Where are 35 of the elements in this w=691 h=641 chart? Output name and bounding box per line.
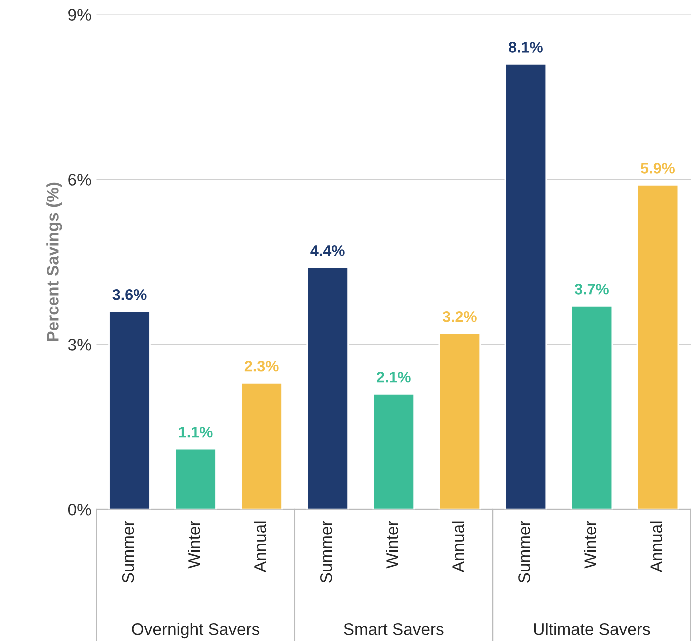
y-axis-title: Percent Savings (%) <box>46 182 62 342</box>
bar <box>438 332 482 510</box>
data-label: 1.1% <box>179 426 213 438</box>
x-tick-label: Summer <box>122 520 134 583</box>
data-label: 3.7% <box>574 284 609 295</box>
data-label: 5.9% <box>641 163 675 174</box>
bar <box>174 448 217 510</box>
text: Ultimate Savers <box>534 623 650 636</box>
bar <box>504 64 548 510</box>
y-tick-label: 3% <box>68 339 92 351</box>
x-tick-label: Annual <box>254 522 266 573</box>
bar <box>306 266 350 510</box>
x-tick-label: Winter <box>584 520 596 569</box>
x-tick-label: Summer <box>320 520 332 583</box>
bar <box>372 393 416 510</box>
data-label: 3.2% <box>442 311 477 322</box>
data-label: 2.3% <box>244 360 279 372</box>
text: Smart Savers <box>344 624 444 636</box>
data-label: 4.4% <box>310 246 345 256</box>
y-tick-label: 0% <box>68 504 92 516</box>
data-label: 2.1% <box>376 372 411 383</box>
bar <box>570 305 614 510</box>
x-tick-label: Annual <box>650 522 662 573</box>
data-label: 8.1% <box>509 42 543 53</box>
bar <box>240 382 283 510</box>
y-tick-label: 6% <box>68 174 92 186</box>
x-tick-label: Winter <box>386 520 398 569</box>
text: Overnight Savers <box>132 623 260 639</box>
x-tick-label: Winter <box>188 520 200 569</box>
x-tick-label: Annual <box>452 522 464 573</box>
bar <box>108 310 151 510</box>
x-tick-label: Summer <box>518 520 530 583</box>
bar <box>636 184 680 510</box>
data-label: 3.6% <box>112 289 147 300</box>
y-tick-label: 9% <box>68 9 92 21</box>
